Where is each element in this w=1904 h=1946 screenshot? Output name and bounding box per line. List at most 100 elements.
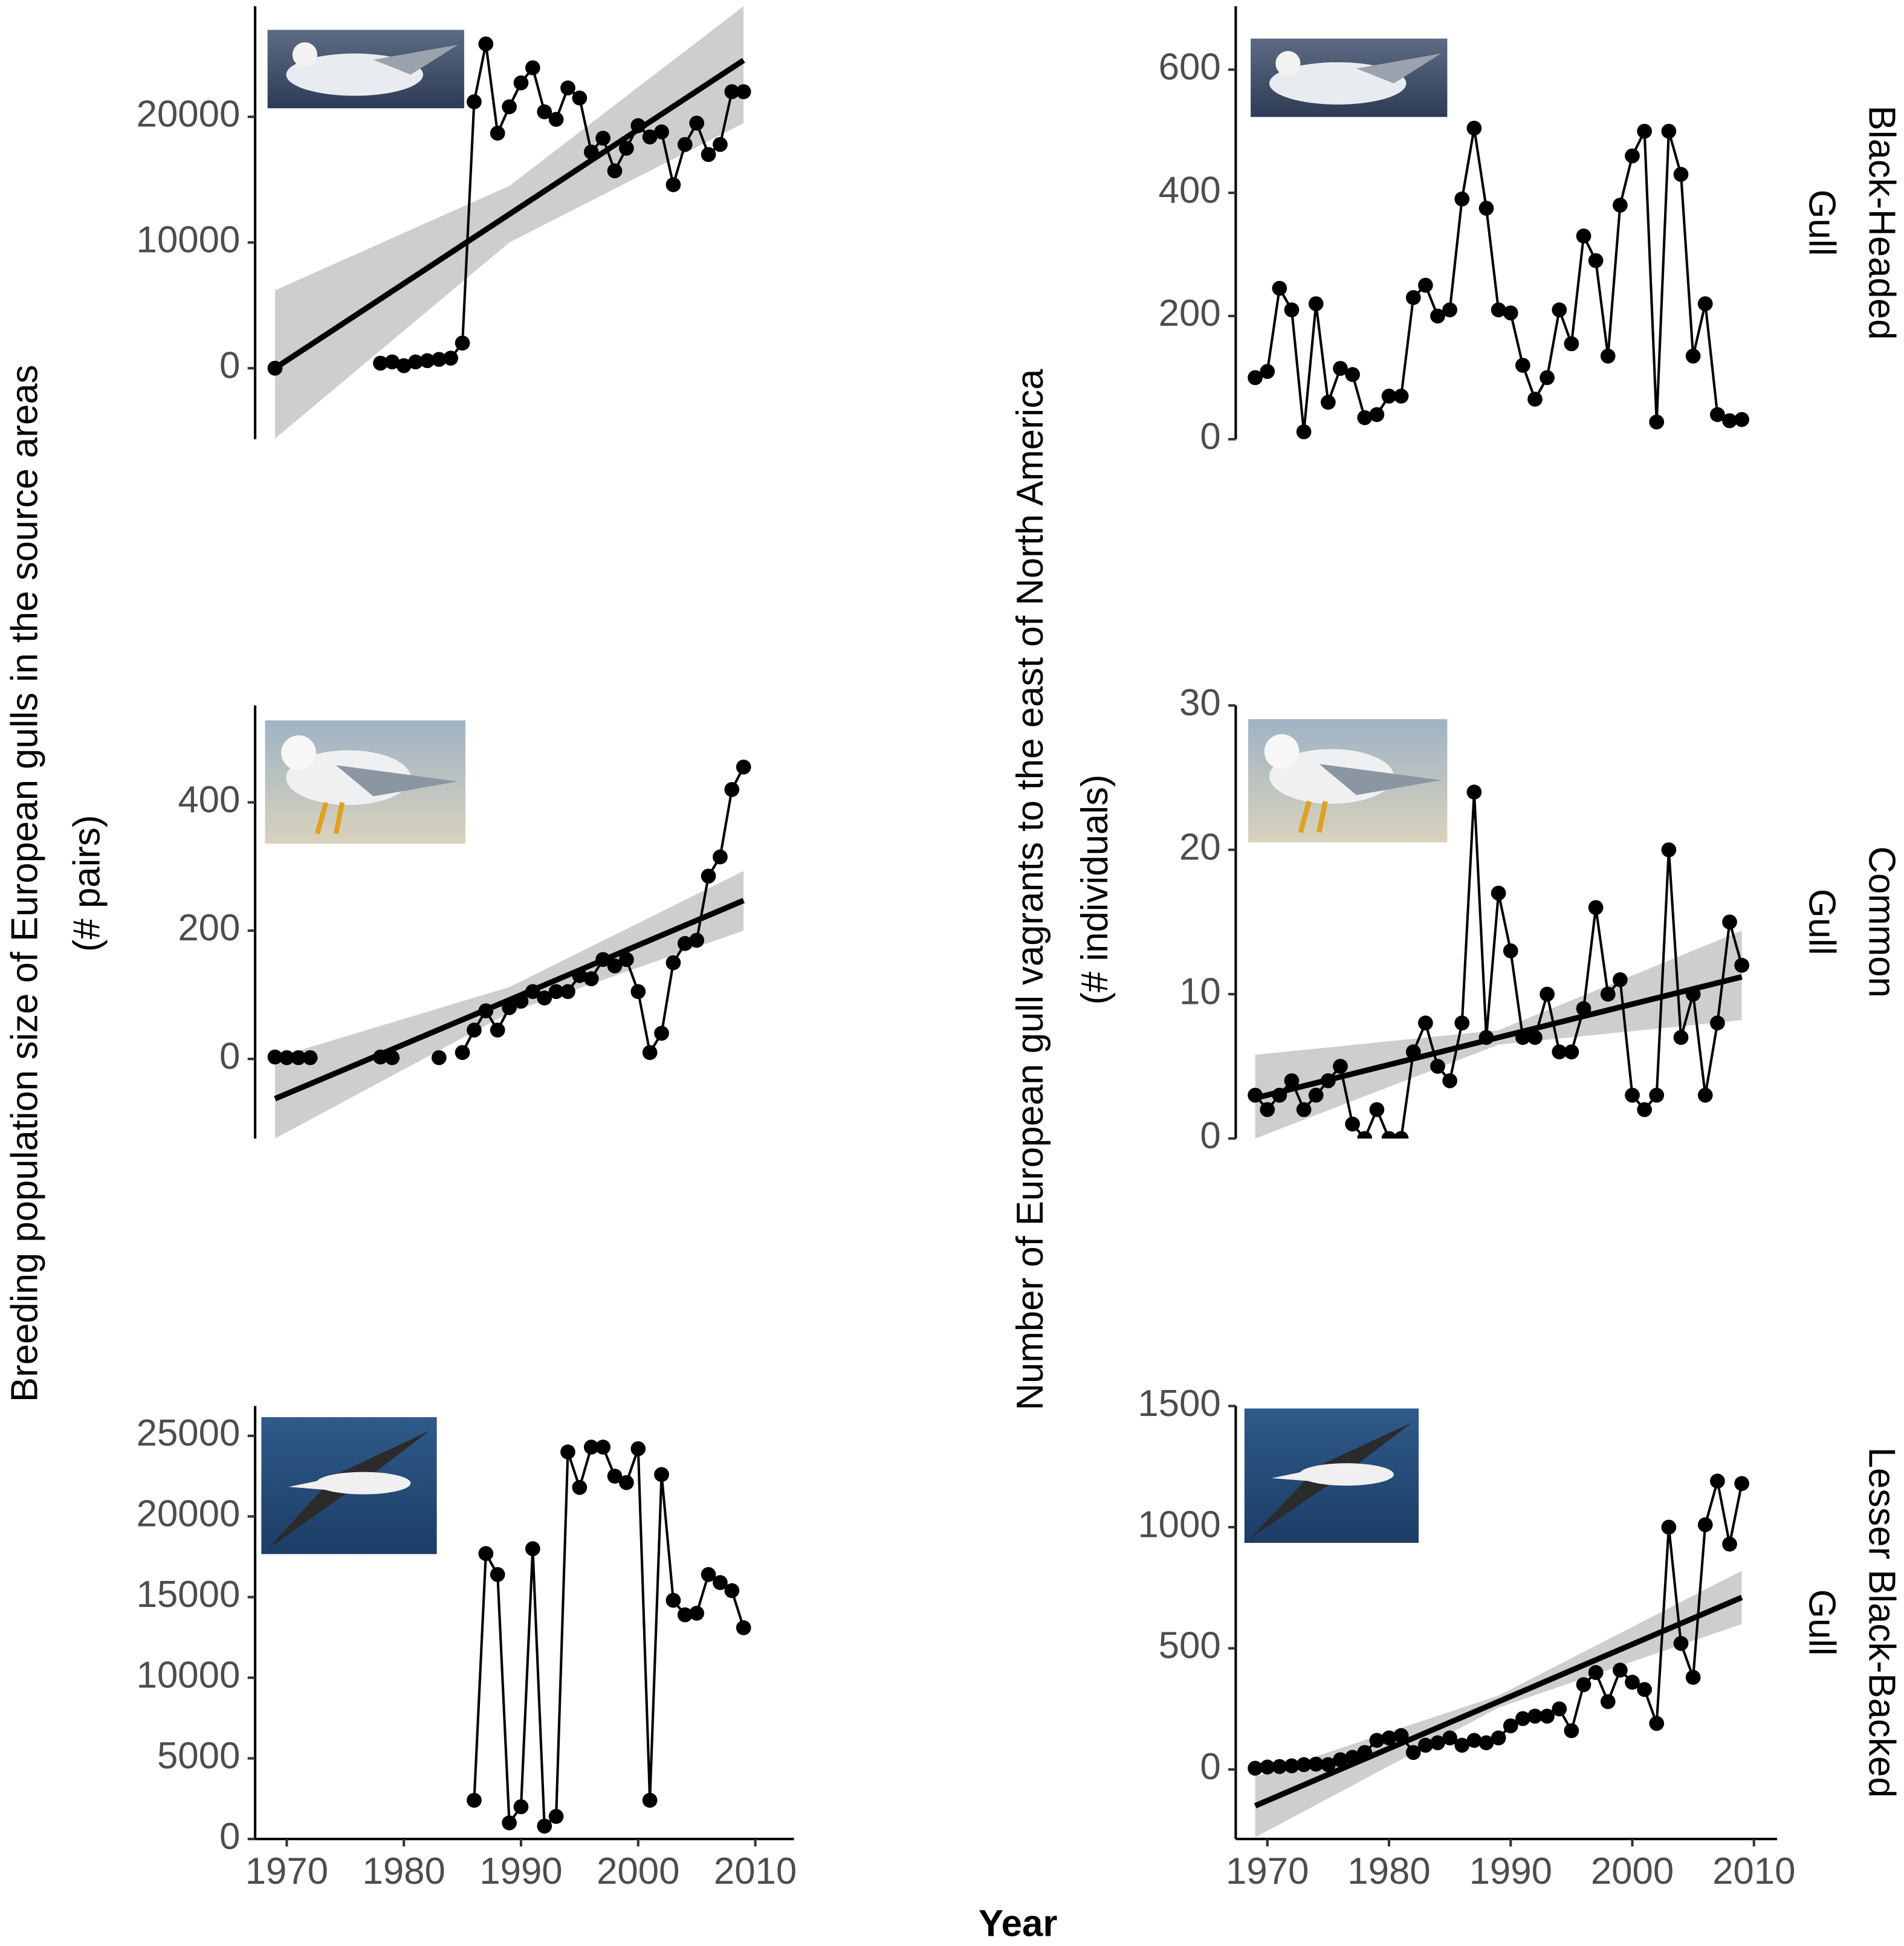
data-point — [1722, 914, 1737, 929]
data-point — [467, 1023, 482, 1038]
data-point — [1734, 957, 1749, 973]
data-point — [1576, 1677, 1592, 1692]
y-axis-subtitle: (# individuals) — [1074, 775, 1116, 1005]
data-point — [302, 1050, 318, 1065]
data-point — [443, 351, 459, 366]
data-point — [1284, 1073, 1300, 1088]
data-point — [713, 849, 728, 865]
y-tick-label: 10000 — [137, 1654, 241, 1696]
data-point — [630, 1441, 646, 1456]
data-point — [1673, 167, 1689, 182]
data-point — [1321, 395, 1336, 410]
data-point — [1588, 1665, 1604, 1680]
data-point — [513, 1799, 529, 1814]
trend-line — [274, 897, 745, 1102]
data-point — [1369, 407, 1385, 422]
data-point — [1552, 1044, 1567, 1059]
data-point — [1357, 1131, 1373, 1139]
data-point — [1393, 389, 1409, 404]
trend-line — [1254, 1594, 1743, 1809]
data-point — [1734, 412, 1749, 427]
y-tick-label: 10 — [1179, 971, 1221, 1012]
y-axis-subtitle: (# pairs) — [66, 815, 108, 952]
x-tick-label: 1980 — [1347, 1851, 1430, 1892]
data-point — [1625, 1087, 1640, 1103]
data-point — [1564, 1044, 1579, 1059]
data-point — [490, 125, 505, 141]
data-point — [1722, 413, 1737, 428]
y-tick-label: 500 — [1159, 1625, 1221, 1667]
data-point — [1734, 1476, 1749, 1492]
data-point — [1466, 784, 1482, 800]
y-tick-label: 10000 — [137, 219, 241, 261]
data-point — [384, 354, 400, 370]
data-point — [267, 1049, 283, 1065]
data-point — [1588, 900, 1604, 916]
x-axis-title: Year — [979, 1902, 1058, 1944]
data-point — [1673, 1030, 1689, 1045]
photo-black-headed-gull — [267, 30, 1448, 117]
data-point — [1333, 1059, 1348, 1074]
data-point — [1248, 1760, 1263, 1776]
data-point — [1296, 1102, 1312, 1117]
data-point — [689, 1606, 705, 1621]
data-point — [1284, 1758, 1300, 1774]
y-tick-label: 1000 — [1138, 1504, 1220, 1545]
data-point — [677, 1607, 693, 1623]
data-point — [560, 80, 575, 95]
data-point — [1321, 1757, 1336, 1773]
panel — [1248, 120, 1749, 439]
y-tick-label: 0 — [1200, 1115, 1220, 1157]
data-point — [1613, 1663, 1628, 1678]
data-point — [1260, 1102, 1275, 1117]
data-point — [431, 352, 447, 367]
data-point — [1710, 1015, 1725, 1031]
panel — [1248, 784, 1749, 1139]
x-tick-label: 2010 — [714, 1851, 797, 1892]
data-point — [1625, 148, 1640, 164]
data-point — [595, 1440, 610, 1455]
data-point — [1260, 1759, 1275, 1775]
data-point — [1503, 1718, 1518, 1734]
y-tick-label: 400 — [1159, 169, 1221, 211]
data-point — [1308, 1087, 1324, 1103]
y-tick-label: 1500 — [1138, 1383, 1220, 1424]
data-point — [1369, 1733, 1385, 1748]
data-point — [1637, 1682, 1652, 1697]
data-point — [408, 354, 423, 370]
data-point — [1613, 972, 1628, 988]
photo-lesser-black-backed-gull — [261, 1408, 1419, 1554]
data-point — [373, 355, 388, 371]
data-point — [1296, 424, 1312, 439]
x-tick-label: 1970 — [1226, 1851, 1309, 1892]
data-point — [1649, 414, 1665, 430]
data-point — [619, 952, 634, 968]
y-tick-label: 20 — [1179, 826, 1221, 868]
y-tick-label: 0 — [219, 1815, 240, 1857]
y-tick-label: 0 — [219, 1036, 240, 1078]
data-point — [642, 129, 658, 144]
data-point — [525, 1541, 540, 1556]
data-point — [1454, 191, 1470, 207]
facet-label: Black-Headed — [1861, 106, 1903, 340]
data-point — [701, 868, 716, 884]
data-point — [1697, 1087, 1713, 1103]
data-point — [548, 984, 564, 1000]
data-point — [1491, 885, 1506, 901]
x-tick-label: 1990 — [479, 1851, 562, 1892]
data-point — [689, 933, 705, 948]
trend-line — [1254, 974, 1743, 1101]
data-point — [1418, 1015, 1433, 1031]
data-point — [654, 124, 669, 140]
data-point — [713, 1575, 728, 1591]
data-point — [1357, 410, 1373, 425]
data-point — [279, 1050, 294, 1065]
facet-label: Gull — [1801, 190, 1843, 256]
data-point — [1600, 348, 1616, 364]
data-point — [1564, 336, 1579, 352]
x-tick-label: 2000 — [597, 1851, 679, 1892]
data-point — [1345, 367, 1360, 383]
data-point — [1478, 201, 1494, 216]
